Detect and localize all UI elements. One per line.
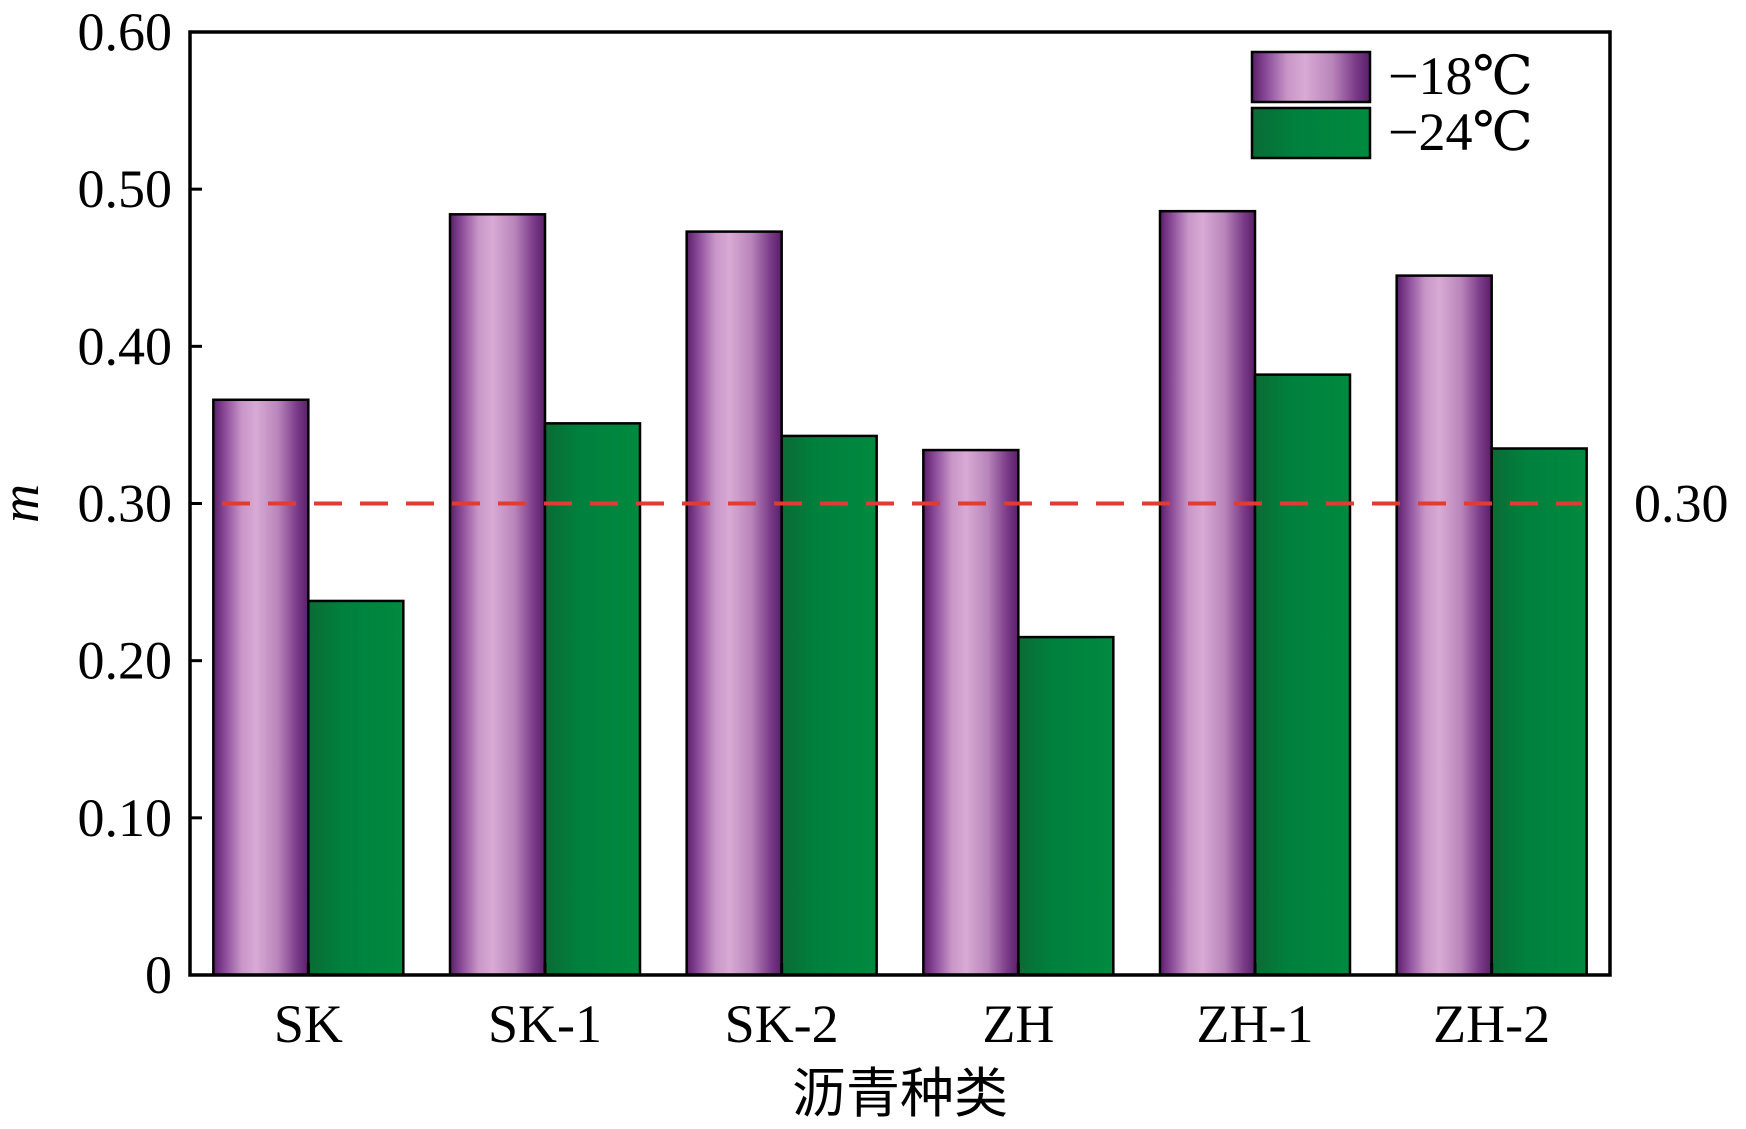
x-tick-label: ZH: [982, 994, 1054, 1054]
x-axis-labels: SK SK-1 SK-2 ZH ZH-1 ZH-2: [274, 963, 1550, 1054]
legend-swatch-1: [1250, 50, 1372, 104]
bar-series2-sk: [307, 599, 405, 977]
y-tick-label: 0.20: [78, 631, 173, 691]
x-tick-label: SK-1: [488, 994, 602, 1054]
y-tick-label: 0: [145, 945, 172, 1005]
y-tick-label: 0.50: [78, 159, 173, 219]
legend-label-2: −24℃: [1388, 102, 1533, 162]
bar-series1-sk-1: [448, 213, 547, 977]
bar-series2-sk-1: [543, 422, 642, 977]
bar-series2-zh-2: [1490, 447, 1588, 977]
bar-series2-sk-2: [780, 434, 878, 977]
y-axis-title: m: [0, 484, 50, 523]
legend-label-1: −18℃: [1388, 46, 1533, 106]
x-tick-label: SK-2: [725, 994, 839, 1054]
bar-series1-zh-1: [1158, 209, 1257, 977]
y-tick-label: 0.60: [78, 2, 173, 62]
bars-group: [212, 209, 1588, 977]
bar-series1-zh-2: [1395, 274, 1493, 977]
y-axis-ticks: 0 0.10 0.20 0.30 0.40 0.50 0.60: [78, 2, 202, 1005]
x-axis-title: 沥青种类: [792, 1062, 1008, 1125]
bar-series1-sk: [212, 398, 310, 977]
x-tick-label: ZH-2: [1433, 994, 1550, 1054]
bar-series1-zh: [922, 448, 1020, 977]
y-tick-label: 0.40: [78, 316, 173, 376]
x-tick-label: ZH-1: [1197, 994, 1314, 1054]
legend: −18℃−24℃: [1250, 46, 1533, 162]
legend-swatch-2: [1250, 106, 1372, 160]
bar-series1-sk-2: [685, 230, 783, 977]
bar-series2-zh: [1017, 635, 1115, 977]
y-tick-label: 0.30: [78, 474, 173, 534]
bar-series2-zh-1: [1253, 373, 1352, 977]
reference-line-label: 0.30: [1634, 474, 1729, 534]
y-tick-label: 0.10: [78, 788, 173, 848]
x-tick-label: SK: [274, 994, 343, 1054]
